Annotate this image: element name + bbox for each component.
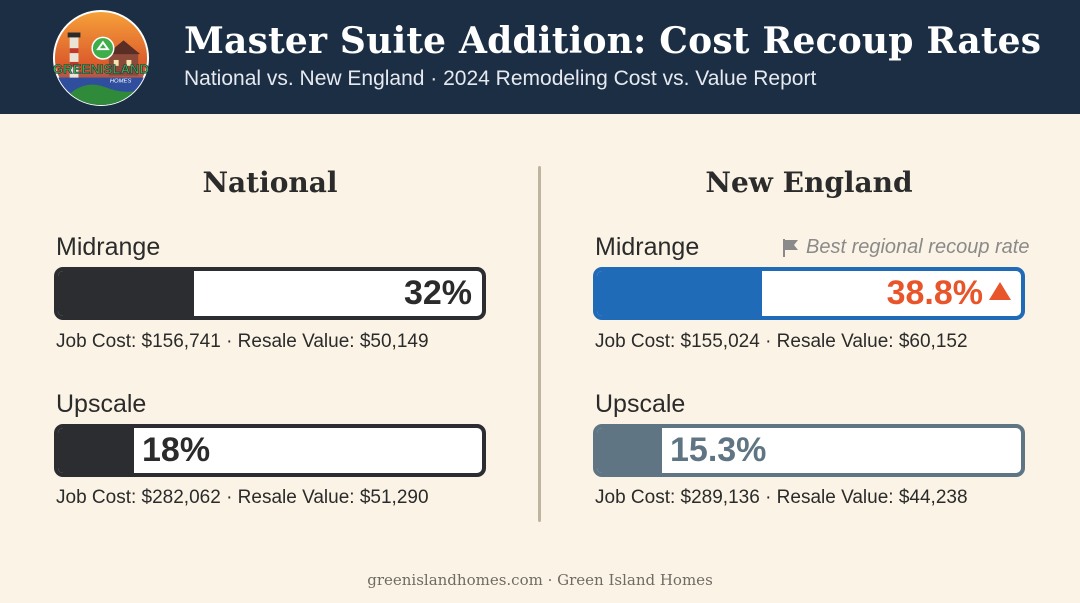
logo-subtext: HOMES (110, 79, 132, 85)
flag-icon (783, 239, 798, 257)
ne-midrange-detail: Job Cost: $155,024 · Resale Value: $60,1… (595, 331, 968, 352)
greenisland-logo: GREENISLAND HOMES (53, 9, 149, 107)
national-heading: National (202, 166, 338, 199)
national-midrange-detail: Job Cost: $156,741 · Resale Value: $50,1… (56, 331, 429, 352)
best-rate-text: Best regional recoup rate (806, 236, 1030, 258)
national-upscale-label: Upscale (56, 390, 147, 418)
ne-upscale-fill (597, 428, 662, 473)
ne-upscale-value: 15.3% (670, 431, 767, 469)
national-upscale-detail: Job Cost: $282,062 · Resale Value: $51,2… (56, 487, 429, 508)
up-arrow-icon (989, 282, 1011, 300)
ne-midrange-label: Midrange (595, 233, 700, 261)
national-midrange-value: 32% (403, 274, 472, 312)
national-upscale-bar: 18% (54, 424, 486, 477)
ne-midrange-fill (597, 271, 762, 316)
page-subtitle: National vs. New England · 2024 Remodeli… (184, 67, 817, 90)
national-midrange-label: Midrange (56, 233, 161, 261)
footer-credit: greenislandhomes.com · Green Island Home… (367, 571, 713, 589)
page-title: Master Suite Addition: Cost Recoup Rates (184, 20, 1042, 62)
logo-wordmark: GREENISLAND (53, 62, 149, 77)
new-england-heading: New England (705, 166, 913, 199)
national-midrange-fill (58, 271, 194, 316)
ne-upscale-label: Upscale (595, 390, 686, 418)
ne-midrange-bar: 38.8% (593, 267, 1025, 320)
ne-upscale-bar: 15.3% (593, 424, 1025, 477)
national-midrange-bar: 32% (54, 267, 486, 320)
column-divider (538, 166, 541, 522)
ne-midrange-value-wrap: 38.8% (887, 271, 1011, 316)
header-banner: GREENISLAND HOMES Master Suite Addition:… (0, 0, 1080, 114)
ne-midrange-value: 38.8% (886, 274, 983, 312)
ne-upscale-detail: Job Cost: $289,136 · Resale Value: $44,2… (595, 487, 968, 508)
national-upscale-fill (58, 428, 134, 473)
national-upscale-value: 18% (142, 431, 211, 469)
